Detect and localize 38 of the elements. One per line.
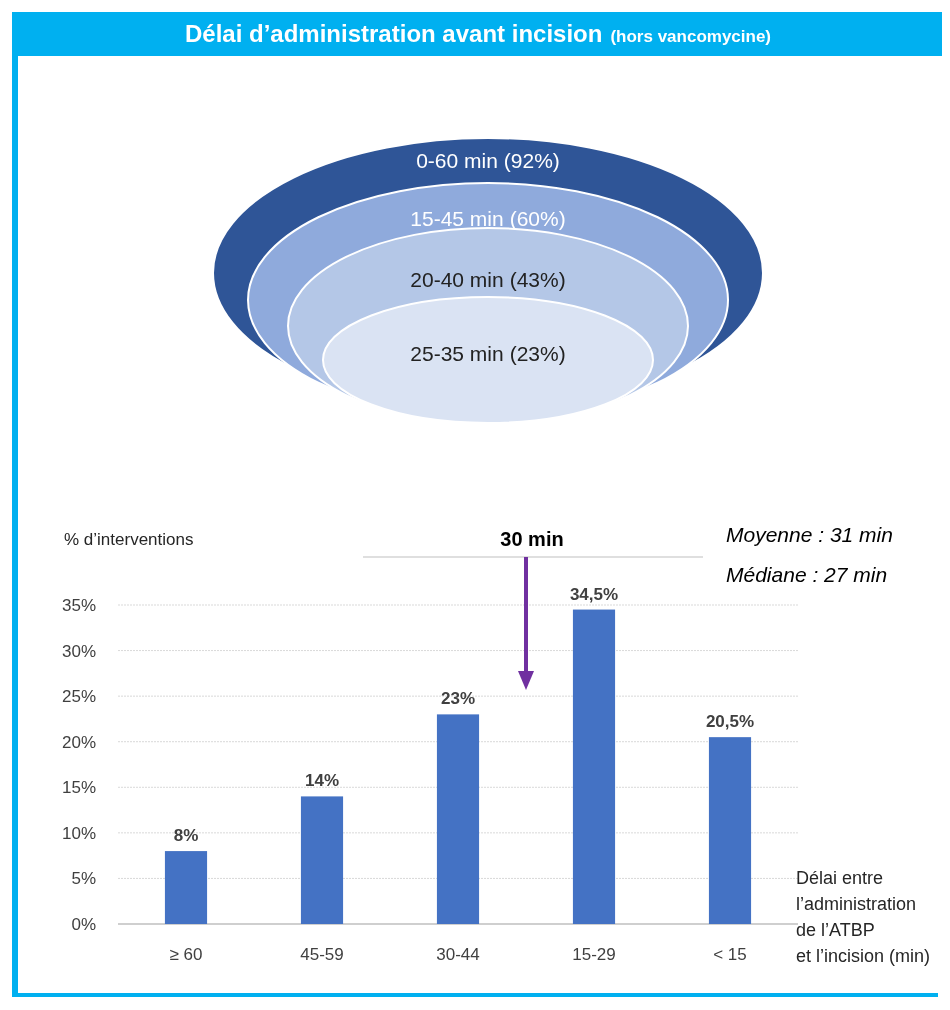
text: (hors vancomycine) — [610, 27, 772, 46]
x-tick-label: 15-29 — [572, 945, 616, 964]
text: 30 min — [500, 528, 564, 550]
data-label: (92%) — [503, 149, 560, 172]
y-axis-title: % d’interventions — [64, 530, 194, 549]
category-label: 20-40 min — [410, 268, 504, 291]
x-tick-label: 30-44 — [436, 945, 480, 964]
category-label: 0-60 min — [416, 149, 498, 172]
text: Délai d’administration avant incision — [184, 20, 603, 47]
data-label: (43%) — [509, 268, 566, 291]
bar — [436, 714, 480, 924]
y-tick-label: 20% — [61, 732, 96, 752]
y-tick-label: 5% — [71, 869, 96, 889]
category-label: 15-45 min — [410, 207, 504, 230]
y-tick-label: 0% — [71, 915, 96, 934]
x-tick-label: 45-59 — [300, 945, 344, 964]
category-label: 25-35 min — [410, 342, 504, 365]
x-axis-title: Délai entre l’administration de l’ATBP et l’incision (min) — [796, 868, 931, 966]
bar — [572, 609, 616, 924]
data-label: (60%) — [509, 207, 566, 230]
x-tick-label: < 15 — [713, 945, 747, 964]
bar — [300, 796, 344, 924]
y-tick-label: 30% — [61, 641, 96, 661]
text: Médiane : 27 min — [726, 563, 888, 586]
y-tick-label: 25% — [61, 687, 96, 707]
data-label: 23% — [440, 689, 476, 709]
data-label: 14% — [304, 771, 340, 791]
data-label: 8% — [173, 826, 199, 846]
y-tick-label: 15% — [61, 778, 96, 798]
y-tick-label: 10% — [61, 823, 96, 843]
x-tick-label: ≥ 60 — [169, 945, 203, 964]
y-tick-label: 35% — [61, 596, 96, 615]
bar — [708, 737, 752, 924]
data-label: (23%) — [509, 342, 566, 365]
data-label: 20,5% — [705, 712, 755, 732]
text: Moyenne : 31 min — [726, 523, 893, 546]
data-label: 34,5% — [569, 584, 619, 604]
bar — [164, 851, 208, 924]
